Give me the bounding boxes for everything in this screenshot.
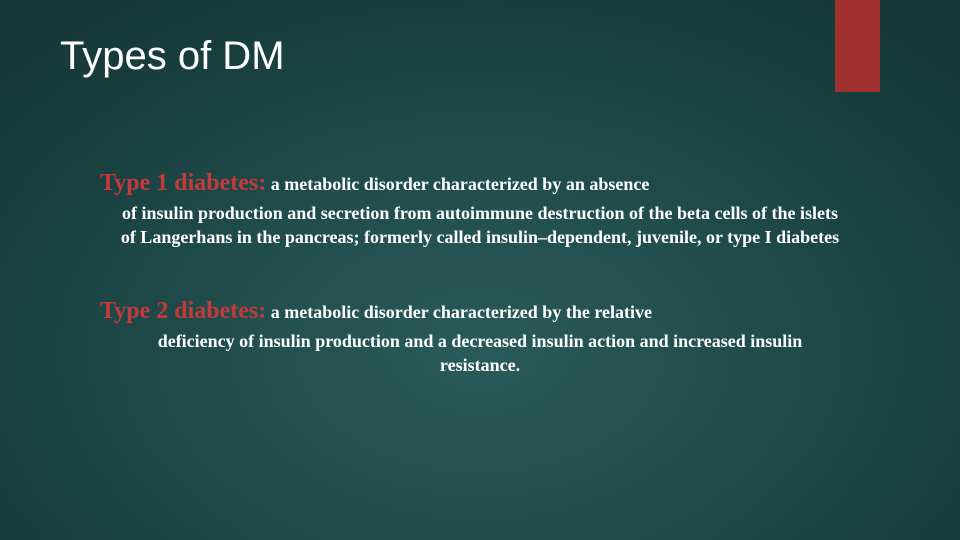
entry-type-2: Type 2 diabetes: a metabolic disorder ch… [100, 298, 860, 378]
accent-bar [835, 0, 880, 92]
page-title: Types of DM [60, 34, 285, 79]
entry-heading-remainder: a metabolic disorder characterized by an… [266, 174, 649, 194]
content-region: Type 1 diabetes: a metabolic disorder ch… [100, 170, 860, 425]
entry-heading-line: Type 2 diabetes: a metabolic disorder ch… [100, 298, 860, 325]
entry-description: deficiency of insulin production and a d… [100, 329, 860, 378]
entry-type-1: Type 1 diabetes: a metabolic disorder ch… [100, 170, 860, 250]
entry-heading: Type 1 diabetes: [100, 170, 266, 196]
entry-heading-remainder: a metabolic disorder characterized by th… [266, 302, 652, 322]
entry-description: of insulin production and secretion from… [100, 201, 860, 250]
entry-heading-line: Type 1 diabetes: a metabolic disorder ch… [100, 170, 860, 197]
entry-heading: Type 2 diabetes: [100, 298, 266, 324]
